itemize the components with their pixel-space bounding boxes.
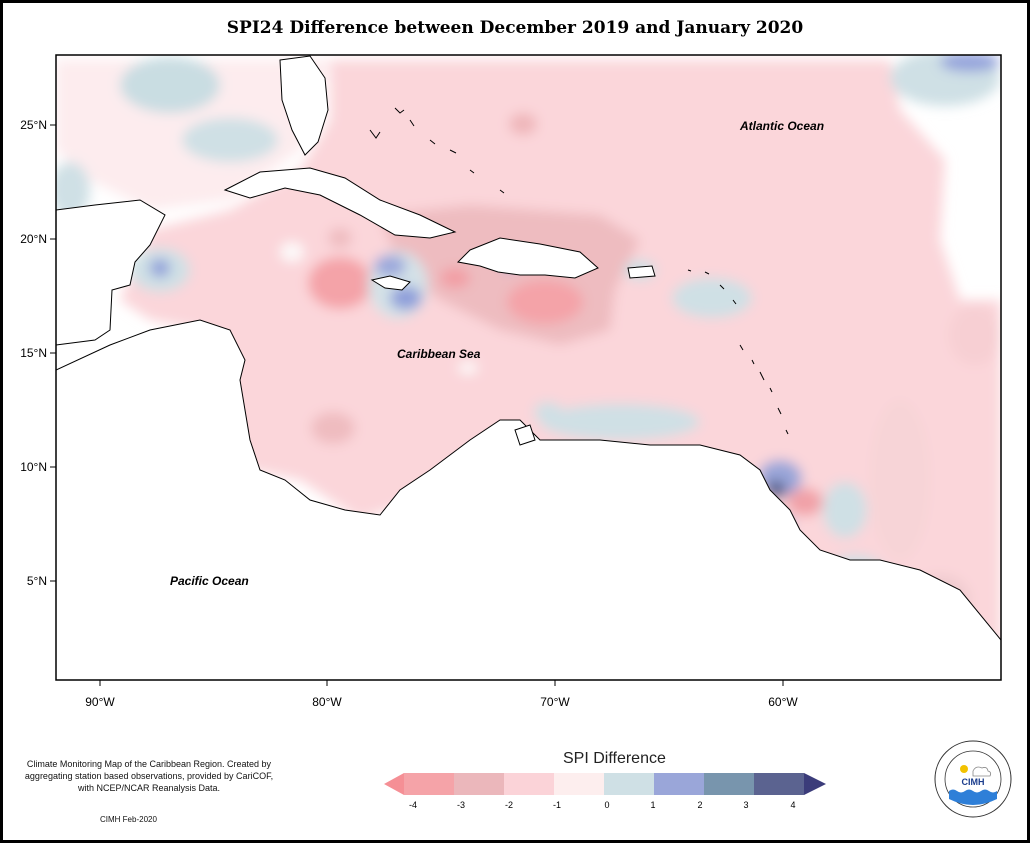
label-atlantic-ocean: Atlantic Ocean — [739, 119, 824, 133]
lon-labels: 90°W 80°W 70°W 60°W — [85, 695, 798, 709]
legend-ticks: -4 -3 -2 -1 0 1 2 3 4 — [409, 800, 796, 810]
lon-ticks — [99, 680, 784, 686]
lat-label-5n: 5°N — [27, 574, 47, 588]
map-border — [55, 54, 1002, 681]
lat-label-20n: 20°N — [20, 232, 47, 246]
lon-label-80w: 80°W — [312, 695, 342, 709]
legend-tick: -3 — [457, 800, 465, 810]
legend-colorbar — [384, 773, 826, 795]
lat-label-25n: 25°N — [20, 118, 47, 132]
spi-field — [56, 55, 1001, 680]
legend-tick: -2 — [505, 800, 513, 810]
legend-title: SPI Difference — [563, 750, 666, 767]
land — [56, 55, 1001, 680]
lat-label-15n: 15°N — [20, 346, 47, 360]
legend-tick: 1 — [650, 800, 655, 810]
map-title: SPI24 Difference between December 2019 a… — [226, 18, 804, 38]
map-credit: CIMH Feb-2020 — [100, 815, 157, 824]
ocean-labels: Atlantic Ocean Caribbean Sea Pacific Oce… — [170, 119, 824, 588]
legend-tick: 3 — [743, 800, 748, 810]
lat-labels: 25°N 20°N 15°N 10°N 5°N — [20, 118, 47, 588]
lat-ticks — [50, 124, 56, 582]
legend-tick: 0 — [604, 800, 609, 810]
legend-tick: -4 — [409, 800, 417, 810]
label-caribbean-sea: Caribbean Sea — [397, 347, 481, 361]
legend-arrow-high — [804, 773, 826, 795]
lon-label-70w: 70°W — [540, 695, 570, 709]
sun-icon — [960, 765, 968, 773]
legend-arrow-low — [384, 773, 404, 795]
lon-label-60w: 60°W — [768, 695, 798, 709]
label-pacific-ocean: Pacific Ocean — [170, 574, 249, 588]
logo-text: CIMH — [962, 777, 985, 787]
legend-tick: -1 — [553, 800, 561, 810]
cloud-icon — [972, 766, 992, 777]
legend-tick: 2 — [697, 800, 702, 810]
map-description: Climate Monitoring Map of the Caribbean … — [24, 759, 274, 793]
wave-icon — [949, 789, 997, 805]
lon-label-90w: 90°W — [85, 695, 115, 709]
lat-label-10n: 10°N — [20, 460, 47, 474]
cimh-logo: CIMH — [934, 740, 1012, 818]
legend-tick: 4 — [790, 800, 795, 810]
islands — [369, 107, 789, 435]
